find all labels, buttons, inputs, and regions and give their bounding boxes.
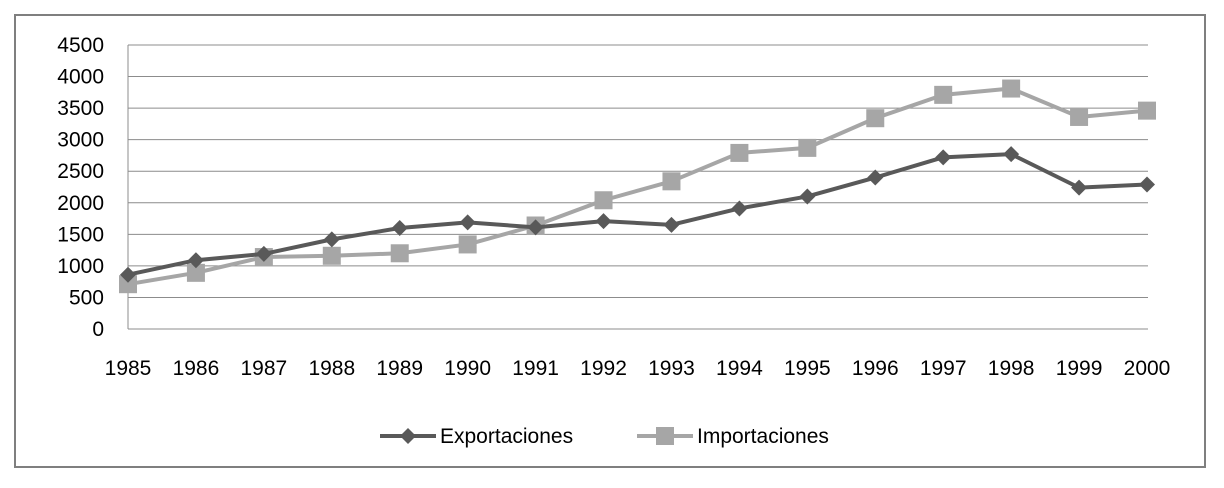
x-tick-label: 1987	[241, 357, 288, 380]
y-tick-label: 0	[92, 318, 104, 341]
x-tick-label: 1988	[308, 357, 355, 380]
x-tick-label: 1997	[920, 357, 967, 380]
data-point	[322, 246, 341, 265]
data-point	[1070, 107, 1089, 126]
legend-item-importaciones: Importaciones	[637, 425, 829, 448]
series-line	[127, 86, 1148, 287]
y-tick-label: 4500	[57, 34, 104, 57]
data-point	[390, 244, 409, 263]
data-point	[186, 263, 205, 282]
data-point	[663, 216, 680, 233]
x-tick-label: 1992	[580, 357, 627, 380]
legend-label: Importaciones	[697, 425, 829, 448]
y-tick-label: 4000	[57, 66, 104, 89]
data-point	[798, 138, 817, 157]
x-tick-label: 2000	[1124, 357, 1171, 380]
data-point	[255, 245, 272, 262]
legend-item-exportaciones: Exportaciones	[380, 425, 573, 448]
series-exportaciones	[120, 146, 1155, 283]
x-axis-tick-labels: 1985 1986 1987 1988 1989 1990 1991 1992 1993 1994…	[105, 357, 1171, 380]
data-point	[323, 231, 340, 248]
x-tick-label: 1996	[852, 357, 899, 380]
data-point	[799, 188, 816, 205]
data-point	[1002, 79, 1021, 98]
x-tick-label: 1986	[173, 357, 220, 380]
y-tick-label: 500	[69, 286, 104, 309]
data-point	[187, 252, 204, 269]
y-tick-label: 1500	[57, 223, 104, 246]
x-tick-label: 1998	[988, 357, 1035, 380]
series-line	[127, 152, 1148, 277]
data-point	[730, 143, 749, 162]
gridlines	[127, 44, 1148, 330]
x-tick-label: 1999	[1056, 357, 1103, 380]
data-point	[391, 220, 408, 237]
data-point	[662, 172, 681, 191]
y-tick-label: 3500	[57, 97, 104, 120]
series-importaciones	[119, 79, 1156, 294]
x-tick-label: 1985	[105, 357, 152, 380]
x-tick-label: 1990	[444, 357, 491, 380]
x-tick-label: 1994	[716, 357, 763, 380]
data-point	[458, 235, 477, 254]
y-axis-tick-labels: 0 500 1000 1500 2000 2500 3000 3500 4000 4500	[57, 34, 104, 341]
data-point	[866, 109, 885, 128]
legend-swatch-marker	[400, 428, 416, 444]
data-point	[459, 214, 476, 231]
data-point	[1138, 101, 1156, 120]
legend: Exportaciones Importaciones	[380, 425, 829, 448]
data-point	[119, 275, 137, 294]
data-point	[1071, 179, 1088, 196]
x-tick-label: 1989	[376, 357, 423, 380]
legend-swatch-marker	[656, 427, 674, 445]
legend-label: Exportaciones	[440, 425, 573, 448]
y-tick-label: 1000	[57, 255, 104, 278]
data-point	[867, 169, 884, 186]
data-point	[594, 191, 613, 210]
series-layer	[119, 79, 1156, 294]
data-point	[1139, 176, 1155, 193]
data-point	[1003, 146, 1020, 163]
data-point	[935, 149, 952, 166]
data-point	[595, 213, 612, 230]
y-tick-label: 3000	[57, 129, 104, 152]
data-point	[934, 85, 953, 104]
y-tick-label: 2000	[57, 192, 104, 215]
y-tick-label: 2500	[57, 160, 104, 183]
x-tick-label: 1995	[784, 357, 831, 380]
data-point	[527, 219, 544, 236]
x-tick-label: 1993	[648, 357, 695, 380]
x-tick-label: 1991	[512, 357, 559, 380]
data-point	[120, 266, 136, 283]
data-point	[731, 200, 748, 217]
